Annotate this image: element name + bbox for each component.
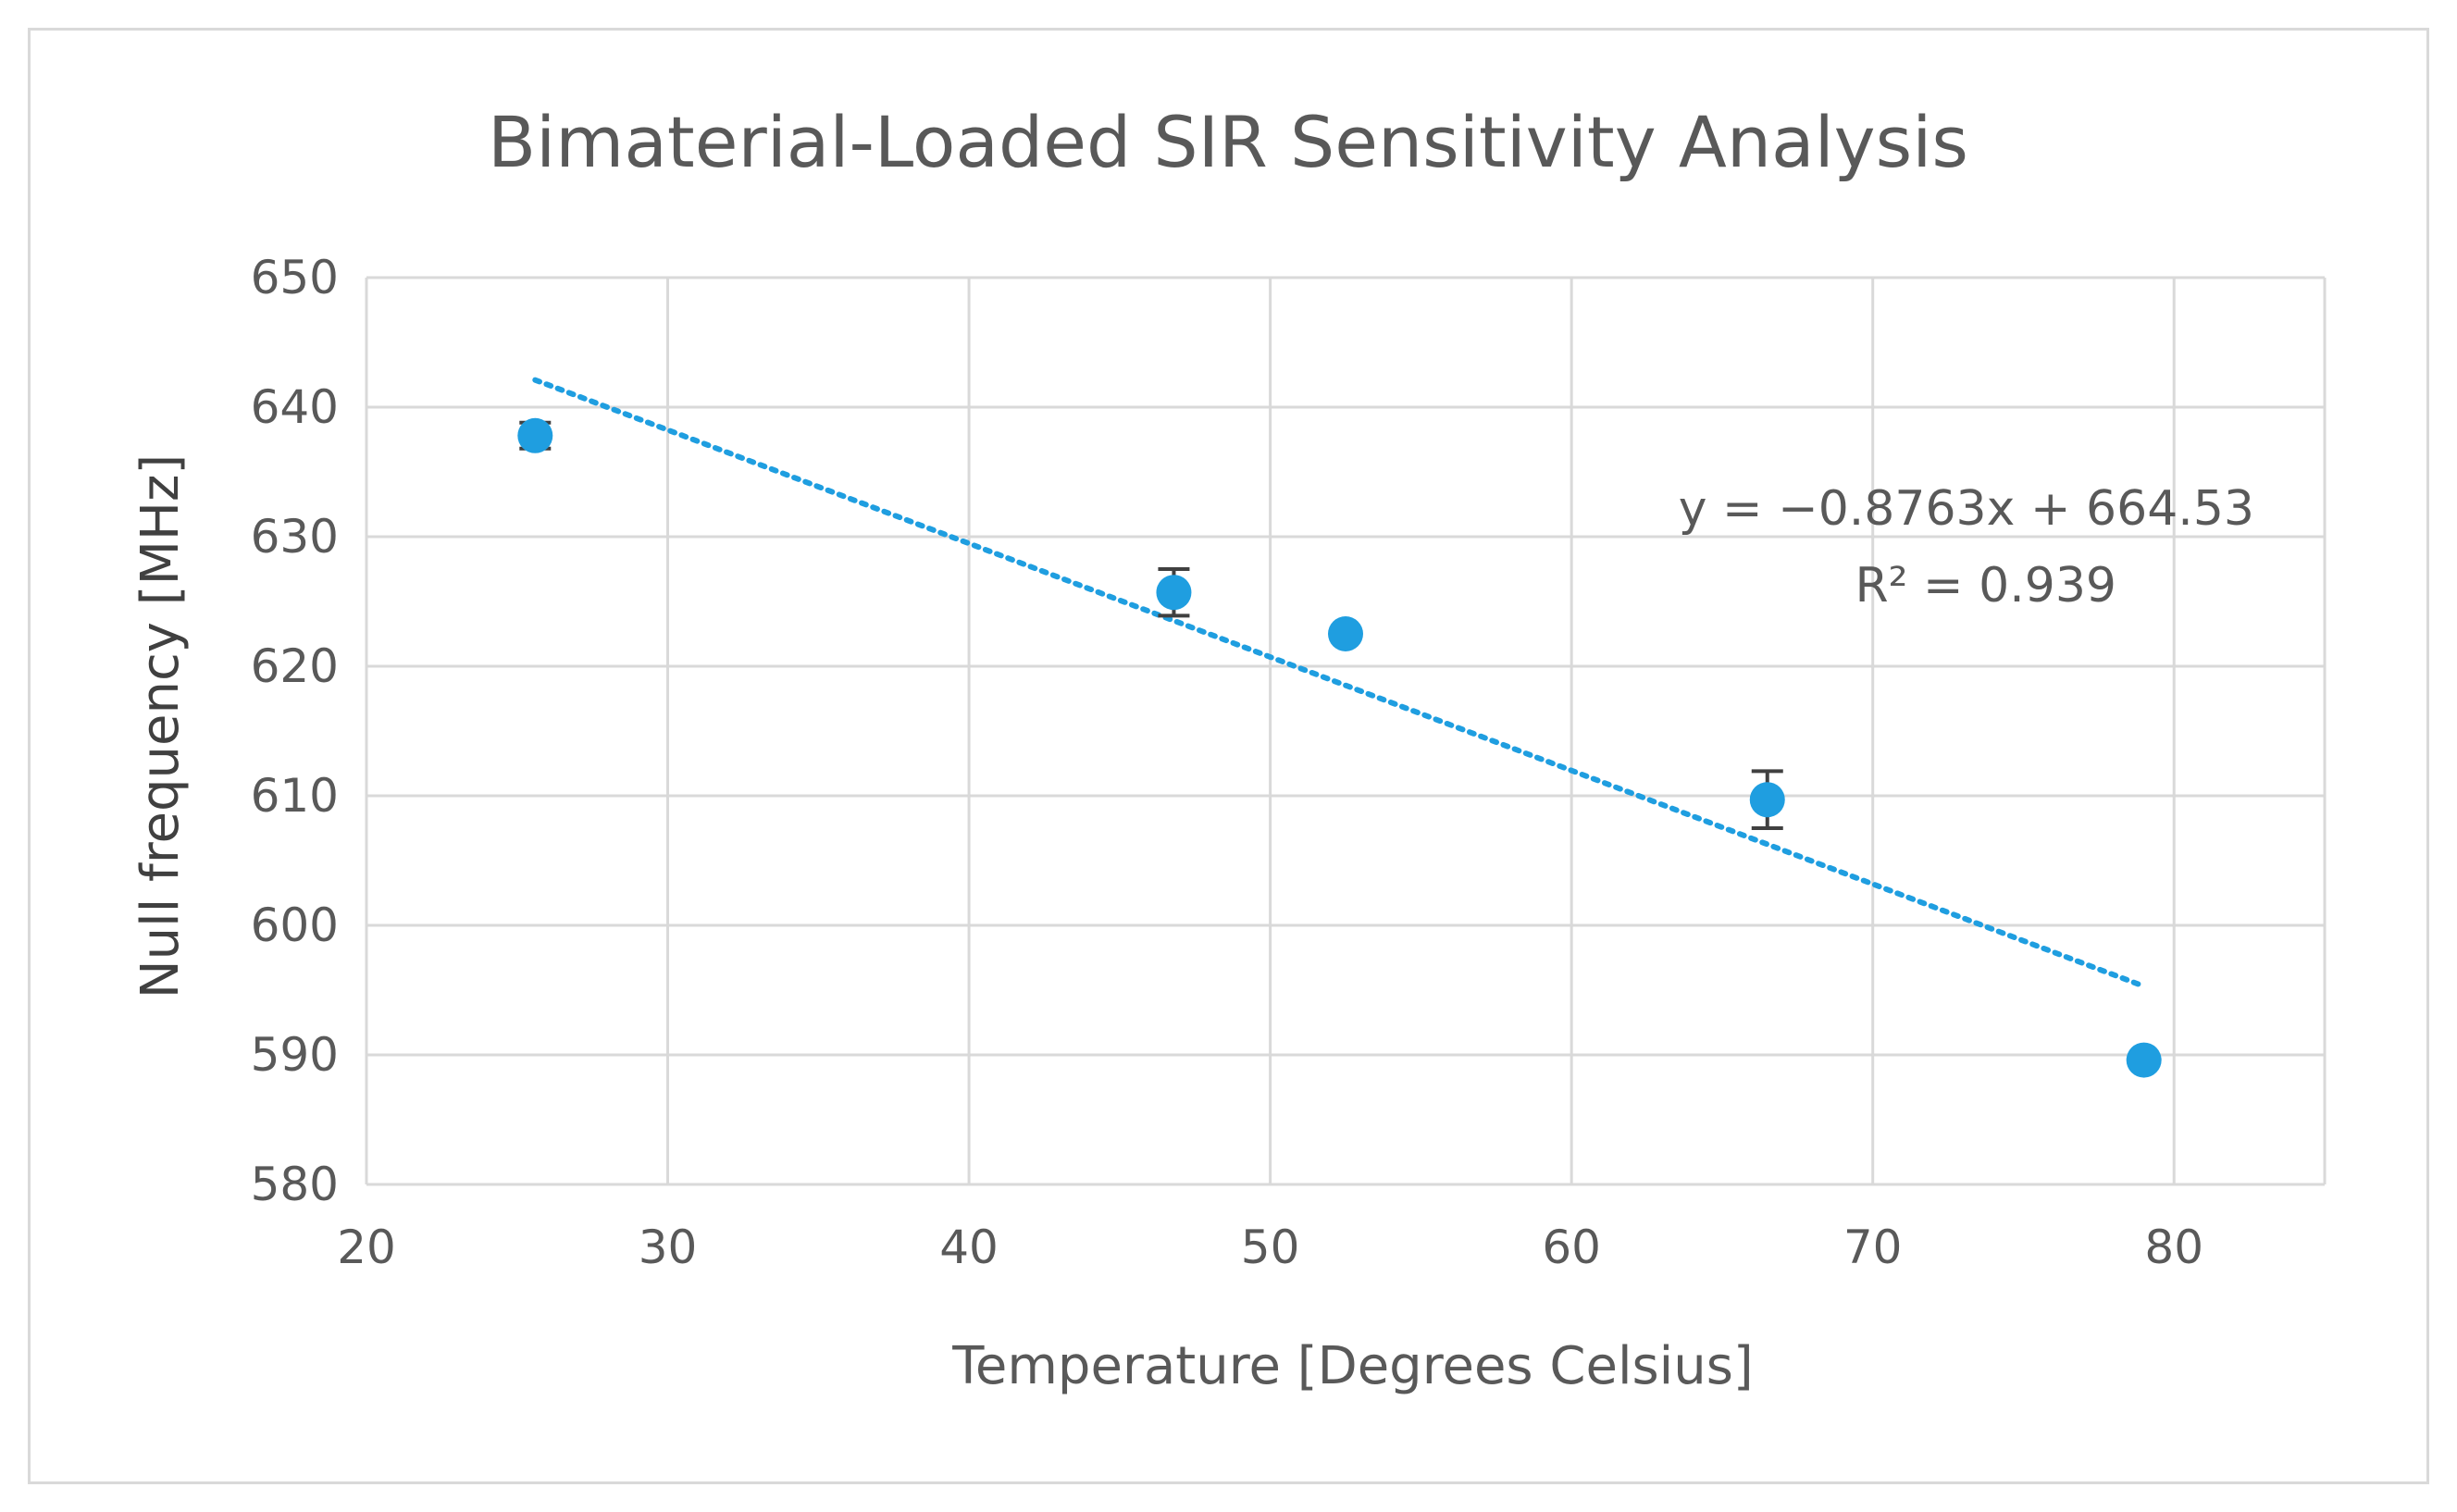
y-tick-label: 610 xyxy=(251,769,339,823)
x-tick-label: 40 xyxy=(939,1221,999,1274)
x-tick-label: 60 xyxy=(1542,1221,1601,1274)
y-tick-label: 590 xyxy=(251,1028,339,1082)
x-tick-label: 80 xyxy=(2144,1221,2203,1274)
y-tick-label: 600 xyxy=(251,899,339,952)
y-tick-label: 630 xyxy=(251,510,339,564)
y-tick-label: 620 xyxy=(251,639,339,693)
x-tick-label: 70 xyxy=(1843,1221,1903,1274)
chart-title: Bimaterial-Loaded SIR Sensitivity Analys… xyxy=(488,101,1968,183)
tick-labels: 580 590 600 610 620 630 640 650 20 30 40 50 60 70 80 xyxy=(251,251,2203,1274)
trendline-r-squared: R² = 0.939 xyxy=(1855,558,2116,613)
trendline xyxy=(532,377,2147,989)
trendline-equation: y = −0.8763x + 664.53 xyxy=(1679,481,2254,537)
data-point xyxy=(1749,782,1785,818)
y-tick-label: 580 xyxy=(251,1158,339,1211)
x-tick-label: 30 xyxy=(639,1221,698,1274)
data-point xyxy=(1328,616,1363,651)
data-point xyxy=(517,417,553,453)
y-axis-label: Null frequency [MHz] xyxy=(130,454,191,999)
data-points-layer xyxy=(517,417,2162,1078)
x-tick-label: 50 xyxy=(1241,1221,1300,1274)
gridlines xyxy=(365,276,2327,1186)
x-tick-label: 20 xyxy=(337,1221,396,1274)
data-point xyxy=(2126,1042,2162,1078)
x-axis-label: Temperature [Degrees Celsius] xyxy=(951,1336,1754,1396)
chart-frame xyxy=(28,28,2429,1484)
y-tick-label: 640 xyxy=(251,380,339,434)
data-point xyxy=(1156,575,1192,611)
trendline-layer xyxy=(532,377,2147,989)
y-tick-label: 650 xyxy=(251,251,339,304)
